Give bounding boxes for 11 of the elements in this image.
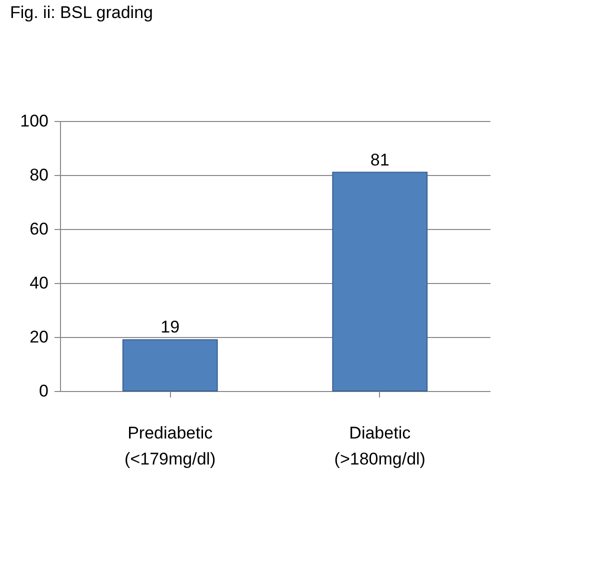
data-label: 81 — [370, 150, 390, 170]
y-tick-label: 0 — [39, 382, 48, 400]
y-tick-label: 80 — [30, 166, 48, 184]
data-label: 19 — [160, 318, 180, 337]
y-tick-label: 60 — [30, 220, 48, 238]
x-tick-label: Diabetic (>180mg/dl) — [334, 424, 426, 468]
chart-title: Fig. ii: BSL grading — [10, 3, 153, 22]
y-tick-label: 20 — [30, 328, 48, 346]
y-tick-label: 100 — [20, 112, 48, 130]
x-tick-label: Prediabetic (<179mg/dl) — [124, 424, 216, 468]
y-tick-label: 40 — [30, 274, 48, 292]
